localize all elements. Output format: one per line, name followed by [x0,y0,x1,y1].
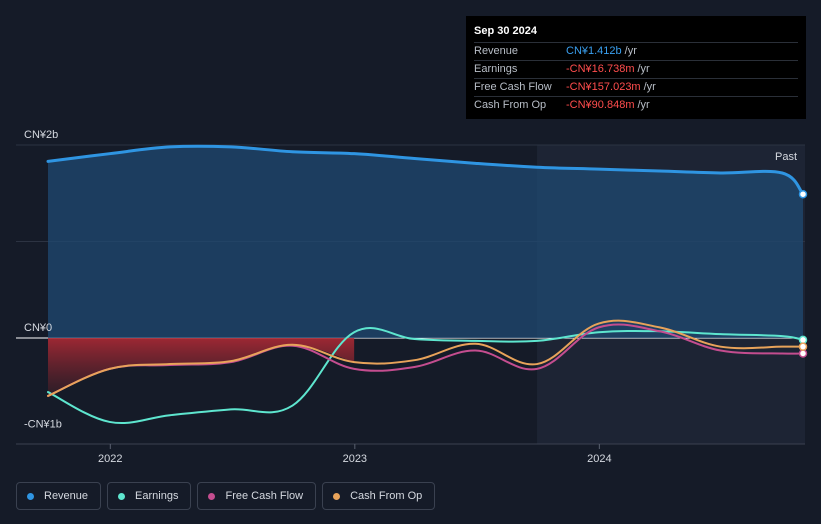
legend-dot-icon [333,492,341,500]
y-axis-labels: CN¥2b CN¥0 -CN¥1b [24,129,62,431]
series-areas [48,146,803,396]
series-line-free-cash-flow [47,323,804,397]
tooltip-label: Cash From Op [474,99,547,111]
data-tooltip: Sep 30 2024 Revenue CN¥1.412b /yr Earnin… [466,16,806,119]
tooltip-value: -CN¥90.848m [566,99,635,111]
tooltip-label: Revenue [474,45,519,57]
tooltip-value: CN¥1.412b [566,45,622,57]
series-line-cash-from-op [47,319,804,397]
legend-item-cash-from-op[interactable]: Cash From Op [322,482,436,510]
tooltip-unit: /yr [624,45,637,57]
x-axis-labels: 2022 2023 2024 [98,444,612,465]
series-line-earnings [47,327,804,424]
legend-label: Free Cash Flow [225,490,304,502]
tooltip-row-free-cash-flow: Free Cash Flow -CN¥157.023m /yr [474,78,798,96]
tooltip-row-revenue: Revenue CN¥1.412b /yr [474,42,798,60]
tooltip-unit: /yr [643,81,656,93]
tooltip-value: -CN¥157.023m [566,81,641,93]
legend-dot-icon [27,492,34,500]
series-end-point [798,342,808,351]
legend-label: Cash From Op [350,490,423,502]
tooltip-value: -CN¥16.738m [566,63,635,75]
legend-item-earnings[interactable]: Earnings [107,482,192,510]
y-tick-label: -CN¥1b [24,419,62,431]
past-label: Past [775,151,797,163]
legend-label: Revenue [44,490,89,502]
legend-label: Earnings [135,490,179,502]
tooltip-unit: /yr [637,63,650,75]
tooltip-label: Earnings [474,63,518,75]
series-end-point [798,189,808,199]
revenue-area [48,146,803,338]
x-tick-label: 2024 [587,453,611,465]
tooltip-unit: /yr [637,99,650,111]
legend-dot-icon [208,492,216,500]
legend-dot-icon [118,492,126,500]
legend-item-free-cash-flow[interactable]: Free Cash Flow [197,482,317,510]
y-tick-label: CN¥2b [24,129,58,141]
series-end-point [798,335,808,345]
chart-legend: Revenue Earnings Free Cash Flow Cash Fro… [16,482,436,510]
series-end-markers [798,189,808,358]
x-tick-label: 2022 [98,453,122,465]
loss-area [48,338,355,396]
series-end-point [798,349,808,358]
series-line-revenue [46,144,805,196]
tooltip-row-earnings: Earnings -CN¥16.738m /yr [474,60,798,78]
legend-item-revenue[interactable]: Revenue [16,482,102,510]
tooltip-date: Sep 30 2024 [474,25,537,37]
y-tick-label: CN¥0 [24,322,52,334]
series-lines [46,144,805,424]
tooltip-label: Free Cash Flow [474,81,552,93]
tooltip-row-cash-from-op: Cash From Op -CN¥90.848m /yr [474,96,798,114]
x-tick-label: 2023 [343,453,367,465]
